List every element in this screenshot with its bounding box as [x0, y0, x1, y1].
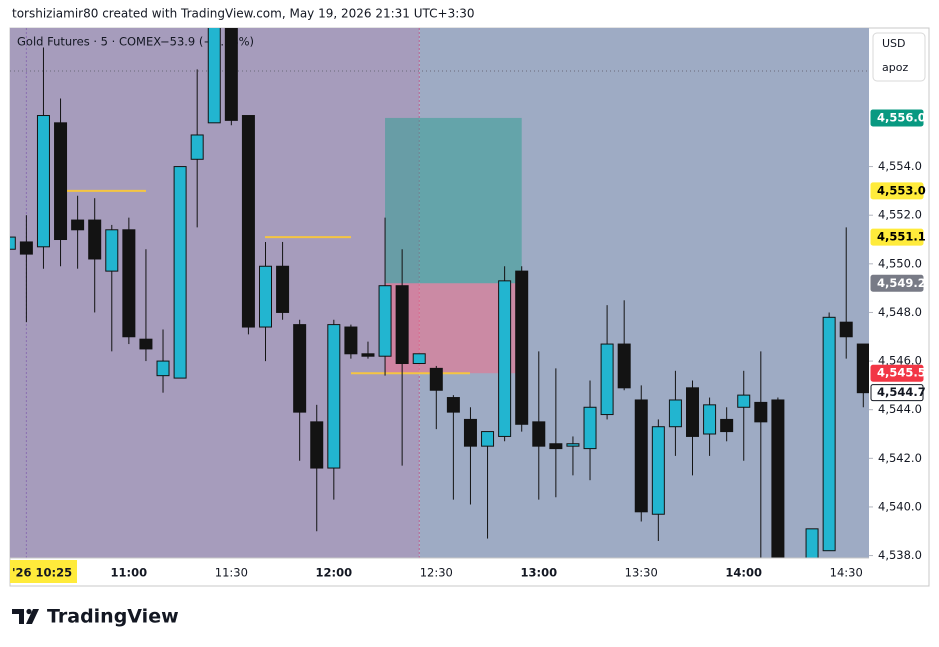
candle-body — [412, 353, 426, 365]
x-tick-label: 11:00 — [111, 566, 148, 580]
candle-body — [139, 338, 153, 350]
candle-body — [583, 406, 597, 450]
candle-body — [463, 418, 477, 447]
y-tick-label: 4,538.0 — [878, 548, 922, 562]
y-tick-label: 4,548.0 — [878, 305, 922, 319]
price-badge — [870, 182, 924, 200]
candle-body — [771, 399, 785, 558]
candle-body — [839, 321, 853, 338]
account[interactable]: apoz — [882, 61, 908, 74]
candle-body — [703, 404, 717, 435]
currency[interactable]: USD — [882, 37, 906, 50]
candle-body — [856, 343, 869, 394]
candle-body — [617, 343, 631, 389]
brand: TradingView — [47, 606, 179, 628]
candle-body — [720, 418, 734, 433]
x-tick-label: 12:00 — [316, 566, 353, 580]
legend-change: −53.9 (−1.18%) — [160, 35, 254, 49]
candle-body — [10, 236, 16, 250]
candle-body — [173, 166, 187, 379]
x-tick-label: 12:30 — [420, 566, 453, 580]
candle-body — [327, 324, 341, 469]
y-tick-label: 4,544.0 — [878, 402, 922, 416]
candle-body — [207, 28, 221, 124]
x-tick-label: 14:30 — [830, 566, 863, 580]
candle-body — [549, 443, 563, 450]
target-zone — [385, 117, 522, 284]
caption: torshiziamir80 created with TradingView.… — [12, 7, 475, 21]
price-badge-label: 4,549.2 — [877, 276, 926, 290]
candle-body — [54, 122, 68, 241]
candle-body — [429, 367, 443, 391]
candle-body — [566, 443, 580, 447]
candle-body — [600, 343, 614, 416]
price-badge — [870, 109, 924, 127]
price-badge-label: 4,551.1 — [877, 230, 926, 244]
candle-body — [156, 360, 170, 377]
price-badge — [870, 384, 924, 402]
candle-body — [105, 229, 119, 272]
candle-body — [88, 219, 102, 260]
candle-body — [754, 401, 768, 423]
x-tick-label: 11:30 — [215, 566, 248, 580]
candle-body — [241, 115, 255, 328]
price-badge — [870, 274, 924, 292]
candle-body — [19, 241, 33, 255]
candle-body — [805, 528, 819, 558]
candle-body — [737, 394, 751, 408]
candle-body — [122, 229, 136, 338]
price-badge — [870, 364, 924, 382]
candle-body — [822, 316, 836, 552]
price-axis: 4,538.0 4,540.0 4,542.0 4,544.0 4,546.0 4,548… — [869, 109, 926, 562]
candle-body — [344, 326, 358, 355]
crosshair-time-badge — [10, 560, 77, 583]
candle-body — [395, 285, 409, 365]
plot: Gold Futures · 5 · COMEX−53.9 (−1.18%) — [10, 28, 869, 558]
candle-body — [668, 399, 682, 428]
candle-body — [224, 28, 238, 121]
candle-body — [276, 265, 290, 313]
price-badge-label: 4,556.0 — [877, 110, 926, 124]
brand-logo — [12, 608, 39, 624]
x-tick-label: 13:30 — [625, 566, 658, 580]
candle-body — [481, 431, 495, 447]
candle-body — [36, 115, 50, 248]
currency-box[interactable] — [872, 32, 926, 82]
price-badge-label: 4,553.0 — [877, 183, 926, 197]
candle-body — [498, 280, 512, 437]
x-tick-label: 14:00 — [725, 566, 762, 580]
price-badge-label: 4,545.5 — [877, 366, 926, 380]
candle-body — [310, 421, 324, 469]
y-tick-label: 4,542.0 — [878, 451, 922, 465]
candle-body — [378, 285, 392, 357]
candle-body — [293, 324, 307, 413]
candle-body — [361, 353, 375, 357]
candle-body — [532, 421, 546, 447]
y-tick-label: 4,546.0 — [878, 354, 922, 368]
x-tick-label: '26 10:25 — [12, 566, 72, 580]
candle-body — [634, 399, 648, 513]
candle-body — [515, 270, 529, 425]
candle-body — [71, 219, 85, 231]
price-badge — [870, 228, 924, 246]
price-badge-label: 4,544.7 — [877, 385, 926, 399]
y-tick-label: 4,554.0 — [878, 159, 922, 173]
candle-body — [259, 265, 272, 328]
candle-body — [686, 387, 699, 437]
y-tick-label: 4,552.0 — [878, 208, 922, 222]
y-tick-label: 4,540.0 — [878, 499, 922, 513]
x-tick-label: 13:00 — [520, 566, 557, 580]
candle-body — [651, 426, 665, 515]
legend-title: Gold Futures · 5 · COMEX — [17, 35, 161, 49]
candle-body — [190, 134, 204, 160]
candle-body — [446, 397, 460, 413]
y-tick-label: 4,550.0 — [878, 256, 922, 270]
